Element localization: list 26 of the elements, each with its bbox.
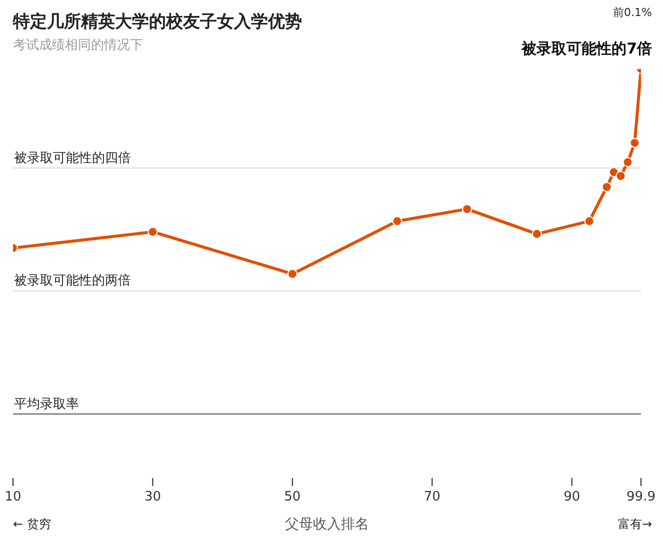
chart-subtitle: 考试成绩相同的情况下 bbox=[13, 37, 143, 54]
point bbox=[462, 204, 472, 214]
x-tick-label: 99.9 bbox=[626, 489, 656, 504]
ref-line-label: 被录取可能性的四倍 bbox=[14, 150, 131, 166]
x-tick-label: 90 bbox=[564, 489, 580, 504]
point bbox=[148, 226, 158, 237]
x-tick-label: 50 bbox=[284, 489, 301, 504]
point bbox=[622, 157, 633, 168]
point bbox=[532, 228, 542, 239]
point bbox=[287, 268, 298, 279]
ref-line-label: 被录取可能性的两倍 bbox=[14, 274, 131, 289]
point bbox=[616, 170, 626, 181]
text: 富有→ bbox=[618, 517, 652, 532]
point bbox=[602, 182, 612, 192]
text: ← 贫穷 bbox=[13, 517, 51, 532]
point bbox=[584, 216, 594, 226]
x-tick-label: 30 bbox=[144, 489, 161, 504]
x-axis-title: 父母收入排名 bbox=[285, 516, 369, 533]
chart-title: 特定几所精英大学的校友子女入学优势 bbox=[13, 11, 302, 33]
annotation: 被录取可能性的7倍 bbox=[520, 39, 652, 58]
x-tick-label: 70 bbox=[424, 489, 440, 504]
ref-line-label: 平均录取率 bbox=[14, 396, 79, 412]
text: 前0.1% bbox=[613, 6, 652, 19]
point bbox=[630, 138, 640, 148]
point bbox=[392, 216, 402, 226]
x-tick-label: 10 bbox=[4, 489, 22, 504]
